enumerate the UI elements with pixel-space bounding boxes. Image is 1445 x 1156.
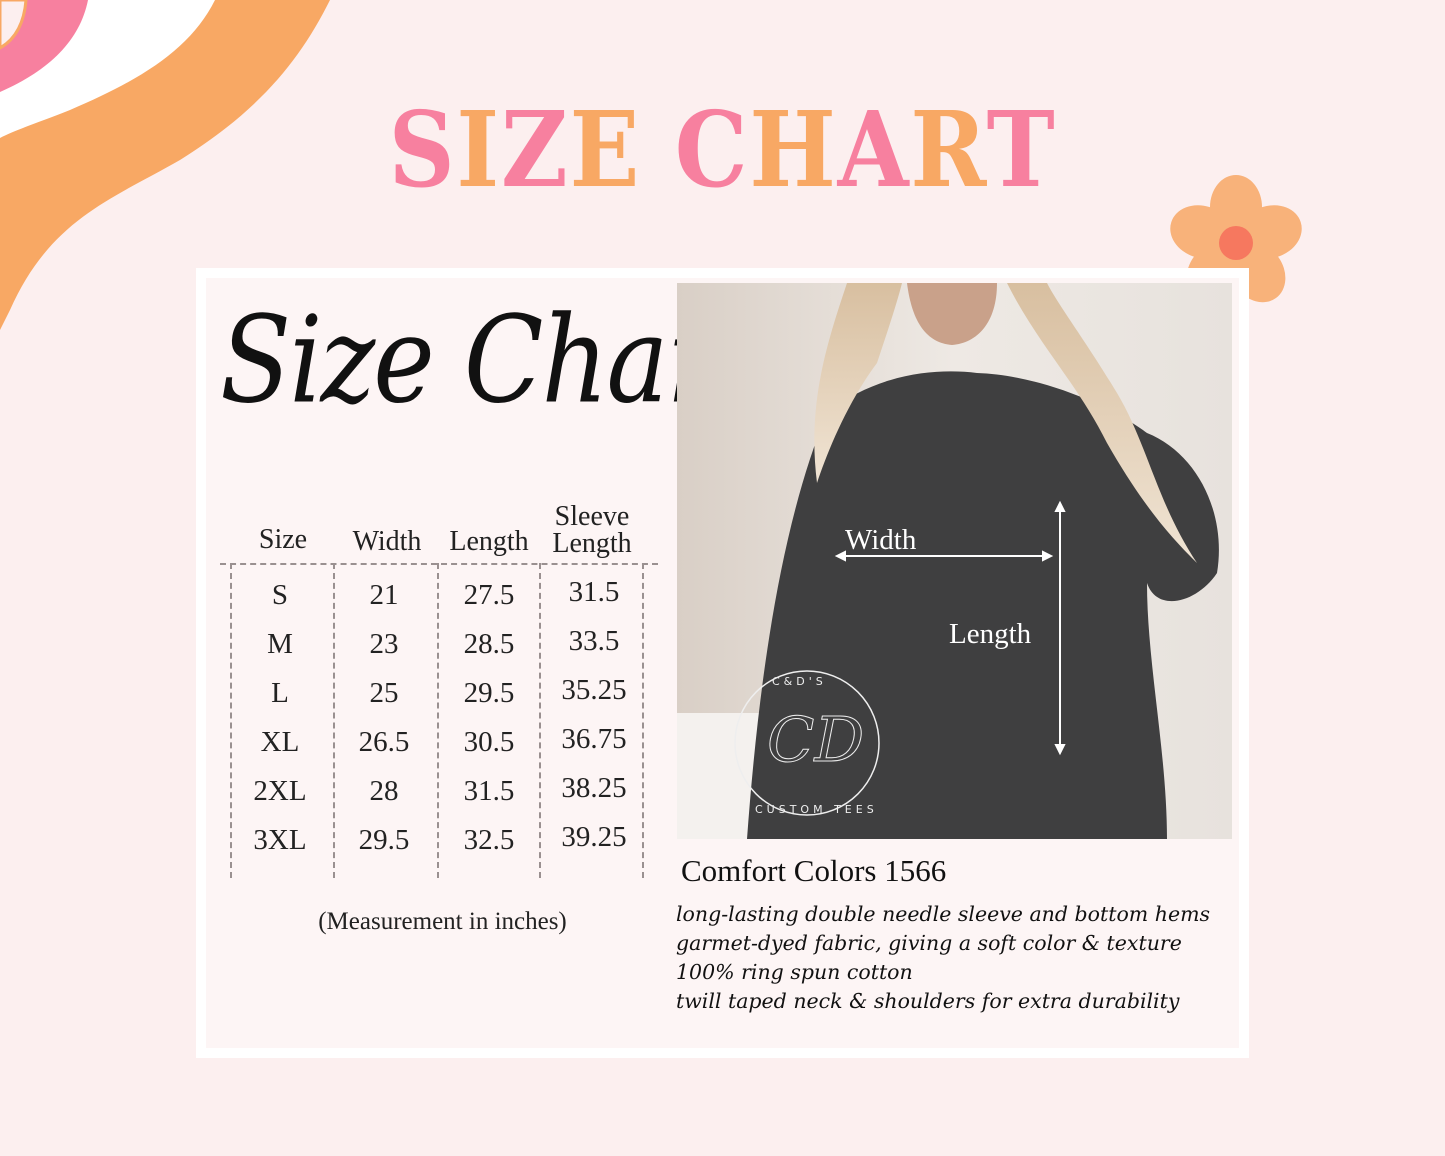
table-cell: 31.5 [568,576,620,608]
title-letter: R [910,88,987,211]
feature-item: long-lasting double needle sleeve and bo… [676,902,1211,926]
title-letter: Z [501,88,570,211]
feature-item: twill taped neck & shoulders for extra d… [676,989,1180,1013]
column-divider [333,563,335,878]
length-label: Length [949,618,1032,650]
brand-logo: C&D'S CD CUSTOM TEES [734,670,880,816]
title-letter: T [986,88,1057,211]
table-cell: 31.5 [463,775,515,807]
width-label: Width [845,524,917,556]
table-cell: 21 [369,579,399,611]
table-cell: 26.5 [358,726,410,758]
table-cell: 27.5 [463,579,515,611]
header-sleeve-line2: Length [552,528,632,559]
table-cell: 29.5 [358,824,410,856]
column-divider [437,563,439,878]
page-title: SIZE CHART [87,88,1359,211]
table-cell: 3XL [253,824,307,856]
header-sleeve-length: Sleeve Length [537,501,647,559]
table-cell: L [271,677,289,709]
table-cell: 38.25 [561,772,627,804]
header-sleeve-line1: Sleeve [554,501,630,532]
product-features: long-lasting double needle sleeve and bo… [676,900,1210,1016]
table-cell: 25 [369,677,399,709]
table-cell: 33.5 [568,625,620,657]
table-cell: 30.5 [463,726,515,758]
header-length: Length [449,526,529,557]
table-cell: XL [260,726,300,758]
header-width: Width [352,526,422,557]
title-letter: I [456,88,502,211]
table-cell: 23 [369,628,399,660]
column-divider [230,563,232,878]
logo-top-text: C&D'S [772,675,827,688]
table-cell: 29.5 [463,677,515,709]
header-size: Size [258,524,308,555]
wave-decoration [0,0,330,330]
table-cell: 32.5 [463,824,515,856]
table-cell: 2XL [253,775,307,807]
product-name: Comfort Colors 1566 [681,853,947,888]
script-title: Size Chart [220,290,756,431]
table-cell: 35.25 [561,674,627,706]
table-cell: M [267,628,293,660]
column-divider [539,563,541,878]
table-cell: 28 [369,775,399,807]
measurement-note: (Measurement in inches) [318,908,567,935]
table-cell: 39.25 [561,821,627,853]
title-letter: E [569,88,642,211]
feature-item: 100% ring spun cotton [676,960,913,984]
product-photo: Width Length C&D'S CD CUSTOM TEES [677,283,1232,839]
logo-bottom-text: CUSTOM TEES [755,803,878,816]
table-cell: S [271,579,289,611]
title-letter: A [837,88,911,211]
feature-item: garmet-dyed fabric, giving a soft color … [676,931,1182,955]
column-divider [642,563,644,878]
table-cell: 28.5 [463,628,515,660]
title-letter [641,88,675,211]
table-cell: 36.75 [561,723,627,755]
title-letter: C [674,88,750,211]
table-divider [220,563,658,565]
logo-monogram: CD [767,703,864,776]
title-letter: S [388,88,457,211]
title-letter: H [749,88,838,211]
